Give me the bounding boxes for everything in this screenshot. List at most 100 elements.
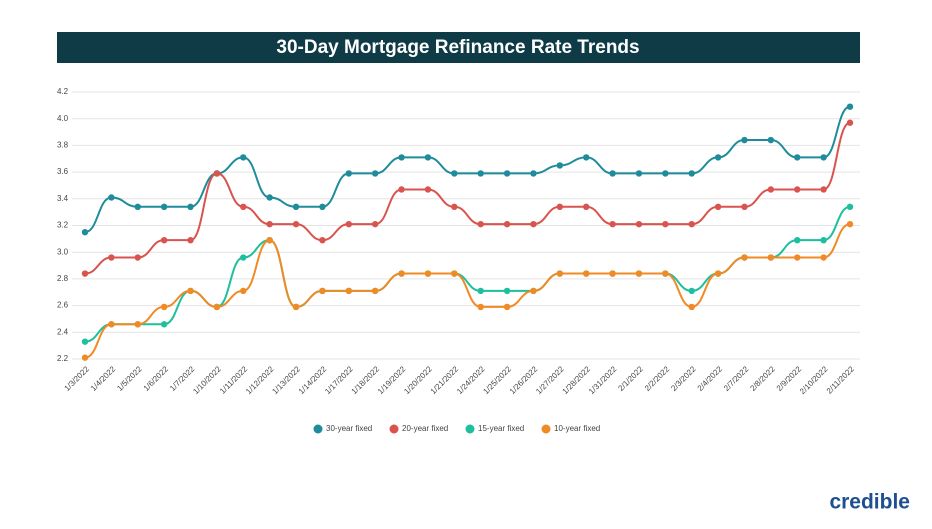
data-point xyxy=(609,220,616,228)
data-point xyxy=(688,170,695,177)
data-point xyxy=(240,254,247,261)
data-point xyxy=(503,287,511,295)
data-point xyxy=(741,254,748,261)
data-point xyxy=(398,270,405,277)
data-point xyxy=(319,236,326,244)
data-point xyxy=(292,203,300,211)
data-point xyxy=(741,203,748,211)
data-point xyxy=(451,203,458,211)
data-point xyxy=(767,254,775,261)
x-tick-label: 1/5/2022 xyxy=(115,364,144,393)
data-point xyxy=(477,303,484,311)
x-tick-label: 2/2/2022 xyxy=(643,364,672,393)
data-point xyxy=(688,220,695,228)
data-point xyxy=(609,170,616,177)
data-point xyxy=(794,154,801,161)
x-tick-label: 1/6/2022 xyxy=(142,364,171,393)
data-point xyxy=(240,287,247,295)
data-point xyxy=(292,303,300,311)
x-tick-label: 2/8/2022 xyxy=(748,364,777,393)
data-point xyxy=(503,303,511,311)
data-point xyxy=(424,154,432,161)
data-point xyxy=(319,203,326,211)
series-line xyxy=(84,105,851,234)
x-tick-label: 1/4/2022 xyxy=(89,364,118,393)
data-point xyxy=(134,321,141,328)
data-point xyxy=(583,203,590,211)
data-point xyxy=(266,220,273,228)
data-point xyxy=(477,220,484,228)
data-point xyxy=(820,154,827,161)
data-point xyxy=(767,186,775,193)
data-point xyxy=(662,170,669,177)
data-point xyxy=(635,220,643,228)
data-point xyxy=(398,186,405,193)
data-point xyxy=(741,136,748,144)
data-point xyxy=(81,228,89,236)
data-point xyxy=(160,303,168,311)
x-tick-label: 2/4/2022 xyxy=(696,364,725,393)
legend-marker xyxy=(313,424,323,434)
y-tick-label: 4.0 xyxy=(57,114,69,123)
data-point xyxy=(213,303,221,311)
series-line xyxy=(84,223,851,359)
y-tick-label: 2.8 xyxy=(57,274,69,283)
data-point xyxy=(662,270,669,277)
data-point xyxy=(635,270,643,277)
data-point xyxy=(187,287,194,295)
x-tick-label: 1/3/2022 xyxy=(63,364,92,393)
legend-label: 15-year fixed xyxy=(478,424,524,433)
x-tick-label: 2/11/2022 xyxy=(825,364,856,395)
data-point xyxy=(635,170,643,177)
data-point xyxy=(714,203,722,211)
data-point xyxy=(714,154,722,161)
data-point xyxy=(81,270,89,277)
data-point xyxy=(398,154,405,161)
data-point xyxy=(846,103,854,110)
data-point xyxy=(81,338,89,345)
data-point xyxy=(266,194,273,201)
data-point xyxy=(266,236,273,244)
data-point xyxy=(371,287,379,295)
y-tick-label: 2.2 xyxy=(57,354,69,363)
data-point xyxy=(451,170,458,177)
data-point xyxy=(345,170,352,177)
data-point xyxy=(503,170,511,177)
data-point xyxy=(530,220,537,228)
data-point xyxy=(846,119,854,126)
data-point xyxy=(345,220,352,228)
x-tick-label: 2/3/2022 xyxy=(669,364,698,393)
data-point xyxy=(846,220,854,228)
data-point xyxy=(688,287,695,295)
data-point xyxy=(530,170,537,177)
x-tick-label: 1/31/2022 xyxy=(587,364,619,396)
data-point xyxy=(662,220,669,228)
data-point xyxy=(424,186,432,193)
legend-label: 10-year fixed xyxy=(554,424,600,433)
series-line xyxy=(84,121,851,275)
y-tick-label: 3.6 xyxy=(57,167,69,176)
y-tick-label: 4.2 xyxy=(57,87,69,96)
data-point xyxy=(134,203,141,211)
data-point xyxy=(108,321,115,328)
data-point xyxy=(794,254,801,261)
data-point xyxy=(371,170,379,177)
data-point xyxy=(371,220,379,228)
data-point xyxy=(820,254,827,261)
data-point xyxy=(240,203,247,211)
data-point xyxy=(820,236,827,244)
data-point xyxy=(794,186,801,193)
title-bar xyxy=(57,32,860,63)
data-point xyxy=(767,136,775,144)
data-point xyxy=(81,354,89,361)
data-point xyxy=(477,170,484,177)
data-point xyxy=(134,254,141,261)
legend-marker xyxy=(541,424,551,434)
data-point xyxy=(846,203,854,211)
data-point xyxy=(108,194,115,201)
x-tick-label: 2/7/2022 xyxy=(722,364,751,393)
x-tick-label: 2/1/2022 xyxy=(616,364,645,393)
data-point xyxy=(609,270,616,277)
data-point xyxy=(160,203,168,211)
